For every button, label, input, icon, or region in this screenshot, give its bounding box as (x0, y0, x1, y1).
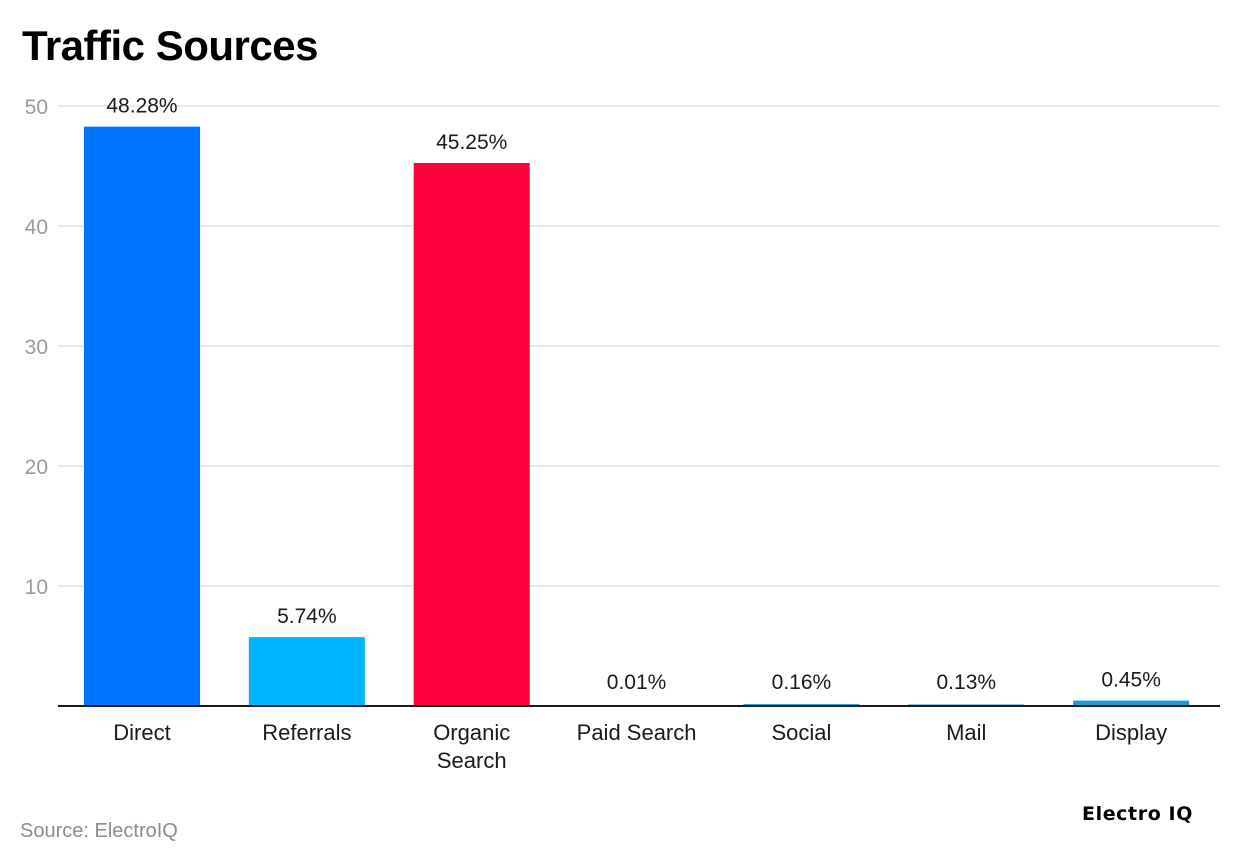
value-label: 48.28% (106, 95, 177, 118)
x-tick-label: Social (771, 720, 831, 745)
bar (84, 126, 200, 706)
value-label: 0.16% (772, 671, 832, 694)
y-tick-label: 40 (25, 216, 48, 239)
bar (413, 163, 530, 706)
value-label: 5.74% (277, 605, 337, 628)
y-axis: 10 20 30 40 50 (25, 96, 48, 599)
value-label: 0.01% (607, 671, 667, 694)
x-tick-label: Direct (113, 720, 170, 745)
gridlines (58, 105, 1220, 587)
source-note: Source: ElectroIQ (20, 820, 178, 842)
chart-title: Traffic Sources (22, 22, 318, 69)
bar (248, 637, 365, 706)
bars (84, 126, 1190, 706)
brand-logo: Electro IQ (1082, 803, 1193, 825)
x-tick-label: Mail (946, 720, 986, 745)
y-tick-label: 10 (25, 576, 48, 599)
value-label: 45.25% (436, 131, 507, 154)
y-tick-label: 30 (25, 336, 48, 359)
y-tick-label: 50 (25, 96, 48, 119)
x-tick-label: Referrals (262, 720, 351, 745)
value-labels: 48.28% 5.74% 45.25% 0.01% 0.16% 0.13% 0.45% (106, 95, 1161, 694)
bar (1073, 700, 1190, 706)
x-tick-label: Display (1095, 720, 1167, 745)
x-tick-label: Search (437, 748, 507, 773)
x-tick-label: Organic (433, 720, 510, 745)
value-label: 0.45% (1101, 669, 1161, 692)
y-tick-label: 20 (25, 456, 48, 479)
value-label: 0.13% (937, 671, 997, 694)
x-tick-label: Paid Search (577, 720, 697, 745)
x-axis: Direct Referrals Organic Search Paid Search S… (58, 705, 1220, 773)
